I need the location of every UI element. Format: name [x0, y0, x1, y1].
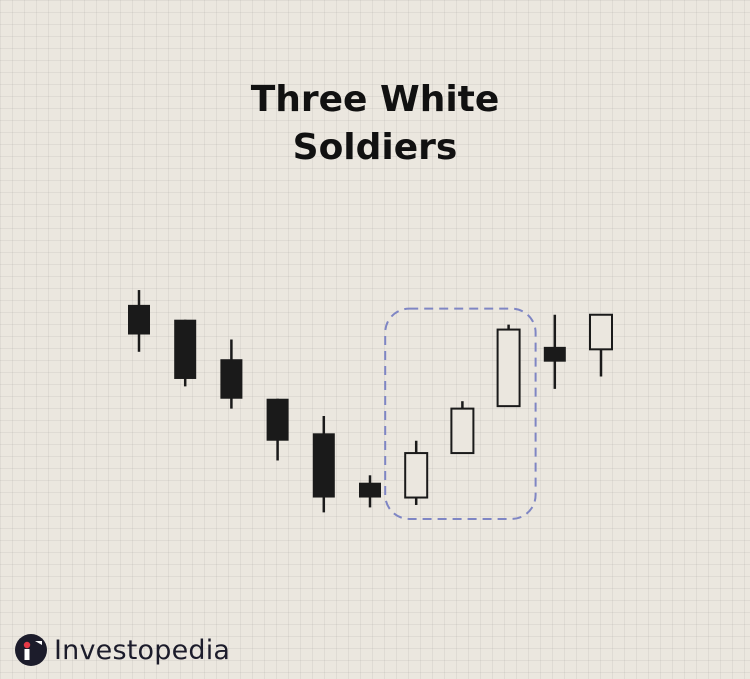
- title-line-2: Soldiers: [292, 127, 458, 168]
- candle-3: [220, 339, 243, 409]
- title-line-1: Three White: [250, 79, 500, 120]
- brand-name: Investopedia: [54, 634, 231, 666]
- candle-2: [174, 319, 197, 387]
- bearish-candle-body: [128, 304, 150, 335]
- bearish-candle-body: [266, 398, 289, 441]
- candle-9: [496, 324, 521, 408]
- candle-7: [404, 440, 429, 505]
- investopedia-logo-icon: [15, 634, 47, 666]
- bullish-candle-body: [496, 328, 521, 408]
- candle-1: [128, 290, 150, 352]
- page-title: Three White Soldiers: [0, 76, 750, 172]
- candle-11: [589, 313, 613, 377]
- candle-10: [543, 314, 566, 389]
- candle-6: [359, 475, 381, 508]
- bullish-candle-body: [450, 407, 475, 455]
- candle-8: [450, 401, 475, 455]
- bearish-candle-body: [174, 319, 197, 379]
- candle-5: [312, 416, 335, 513]
- bullish-candle-body: [404, 452, 429, 499]
- highlight-box: [384, 307, 537, 520]
- bearish-candle-body: [359, 482, 381, 498]
- bearish-candle-body: [220, 359, 243, 399]
- bullish-candle-body: [589, 313, 613, 351]
- brand-logo: Investopedia: [14, 630, 230, 670]
- candle-4: [266, 398, 289, 461]
- bearish-candle-body: [543, 346, 566, 362]
- bearish-candle-body: [312, 433, 335, 498]
